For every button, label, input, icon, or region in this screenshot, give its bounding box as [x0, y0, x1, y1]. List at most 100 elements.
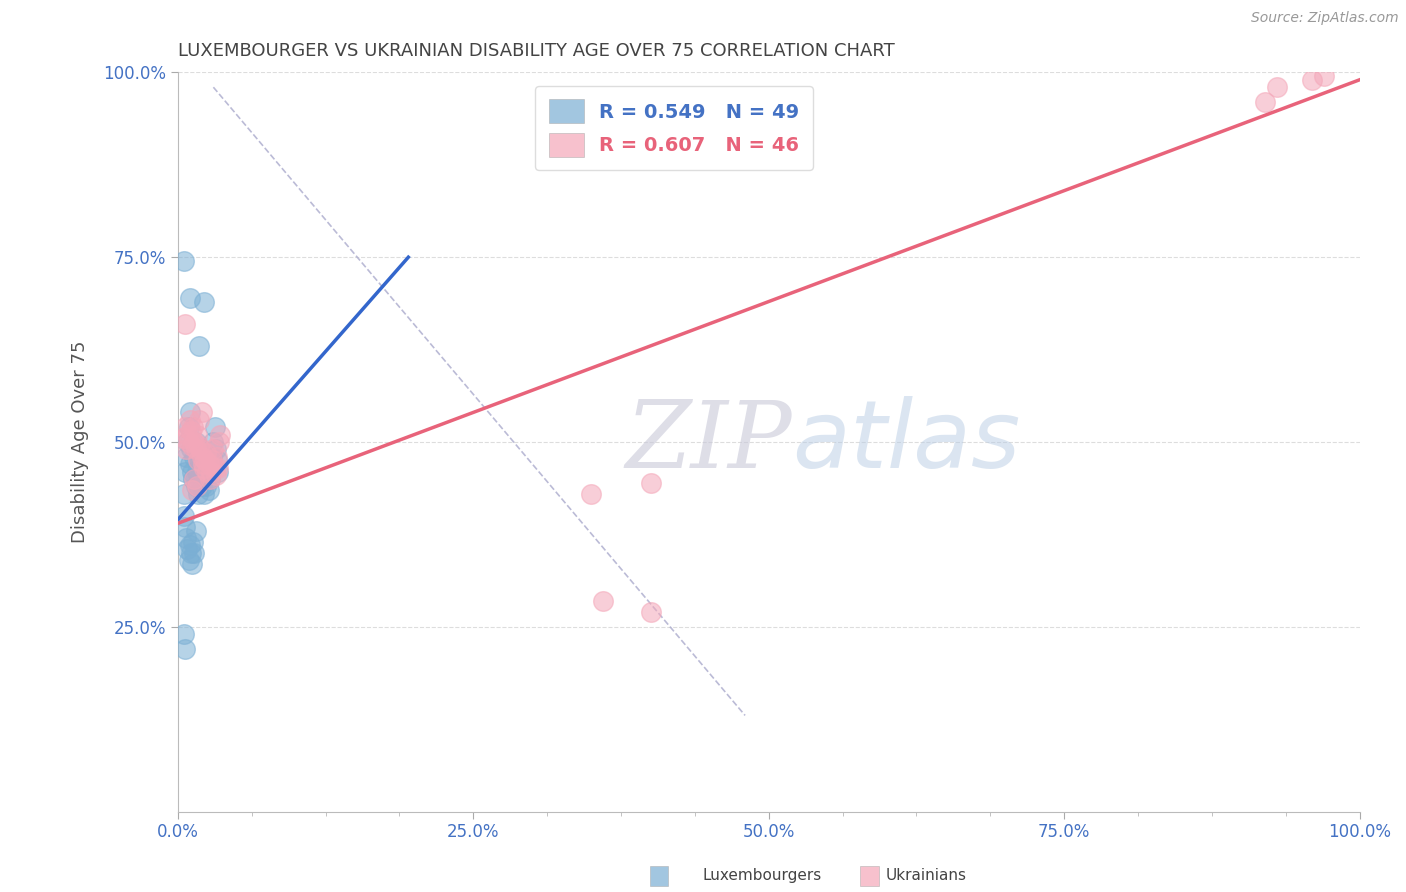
- Point: [202, 434, 225, 449]
- Point: [200, 465, 222, 479]
- Point: [1301, 72, 1323, 87]
- Point: [173, 253, 195, 268]
- Point: [184, 442, 207, 457]
- Point: [208, 434, 231, 449]
- Point: [207, 460, 229, 475]
- Point: [188, 439, 211, 453]
- Point: [181, 557, 204, 571]
- Point: [176, 542, 198, 557]
- Point: [188, 413, 211, 427]
- Point: [177, 553, 200, 567]
- Point: [187, 453, 209, 467]
- Point: [174, 420, 197, 434]
- Point: [209, 427, 232, 442]
- Point: [174, 465, 197, 479]
- Text: Source: ZipAtlas.com: Source: ZipAtlas.com: [1251, 11, 1399, 25]
- Point: [205, 450, 228, 464]
- Legend: R = 0.549   N = 49, R = 0.607   N = 46: R = 0.549 N = 49, R = 0.607 N = 46: [536, 86, 813, 170]
- Point: [181, 439, 204, 453]
- Point: [201, 453, 224, 467]
- Point: [195, 479, 218, 493]
- Text: atlas: atlas: [793, 396, 1021, 487]
- Point: [187, 486, 209, 500]
- Text: Ukrainians: Ukrainians: [886, 869, 967, 883]
- Point: [200, 460, 222, 475]
- Point: [193, 294, 215, 309]
- Point: [183, 450, 205, 464]
- Point: [181, 483, 204, 497]
- Point: [204, 460, 226, 475]
- Point: [188, 472, 211, 486]
- Point: [581, 486, 603, 500]
- Point: [180, 424, 202, 438]
- Point: [181, 534, 204, 549]
- Point: [201, 450, 224, 464]
- Point: [181, 420, 204, 434]
- Point: [174, 317, 197, 331]
- Point: [1254, 95, 1277, 109]
- Point: [183, 546, 205, 560]
- Point: [204, 442, 226, 457]
- Point: [184, 479, 207, 493]
- Point: [180, 546, 202, 560]
- Point: [197, 465, 219, 479]
- Point: [190, 405, 212, 419]
- Point: [179, 457, 201, 471]
- Point: [180, 442, 202, 457]
- Point: [174, 442, 197, 457]
- Text: Luxembourgers: Luxembourgers: [703, 869, 823, 883]
- Point: [174, 520, 197, 534]
- Point: [179, 291, 201, 305]
- Point: [190, 453, 212, 467]
- Point: [197, 457, 219, 471]
- Point: [204, 468, 226, 483]
- Point: [186, 465, 208, 479]
- Point: [183, 472, 205, 486]
- Point: [205, 453, 228, 467]
- Point: [198, 472, 221, 486]
- Point: [198, 472, 221, 486]
- Point: [193, 486, 215, 500]
- Point: [181, 465, 204, 479]
- Point: [177, 420, 200, 434]
- Point: [191, 457, 214, 471]
- Point: [184, 524, 207, 538]
- Point: [176, 434, 198, 449]
- Point: [181, 472, 204, 486]
- Point: [174, 641, 197, 656]
- Point: [197, 483, 219, 497]
- Point: [179, 538, 201, 552]
- Point: [197, 468, 219, 483]
- Point: [173, 627, 195, 641]
- Point: [193, 460, 215, 475]
- Point: [204, 420, 226, 434]
- Point: [640, 475, 662, 490]
- Point: [179, 413, 201, 427]
- Point: [190, 442, 212, 457]
- Text: ZIP: ZIP: [626, 397, 793, 487]
- Point: [190, 450, 212, 464]
- Point: [194, 453, 217, 467]
- Point: [184, 434, 207, 449]
- Point: [202, 442, 225, 457]
- Point: [1313, 69, 1336, 83]
- Point: [194, 468, 217, 483]
- Point: [179, 405, 201, 419]
- Point: [191, 465, 214, 479]
- Point: [173, 431, 195, 445]
- Point: [195, 446, 218, 460]
- Point: [177, 434, 200, 449]
- Point: [174, 450, 197, 464]
- Point: [186, 479, 208, 493]
- Point: [1265, 80, 1288, 95]
- Point: [186, 427, 208, 442]
- Point: [176, 427, 198, 442]
- Point: [592, 594, 614, 608]
- Point: [188, 339, 211, 353]
- Point: [640, 605, 662, 619]
- Point: [173, 486, 195, 500]
- Point: [207, 465, 229, 479]
- Point: [190, 479, 212, 493]
- Point: [183, 434, 205, 449]
- Point: [173, 508, 195, 523]
